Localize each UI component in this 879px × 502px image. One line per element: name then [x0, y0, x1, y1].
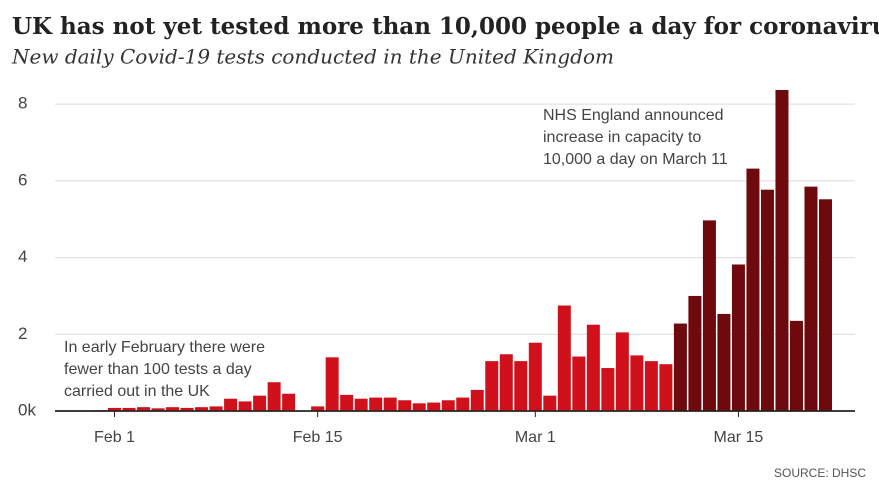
bar: [311, 406, 325, 411]
x-tick-label: Mar 1: [515, 429, 556, 446]
bar: [557, 305, 571, 411]
annotation-bg: [541, 151, 730, 169]
bar: [673, 323, 687, 411]
bar: [601, 368, 615, 411]
annotation: carried out in the UK: [64, 383, 210, 400]
bar: [180, 407, 194, 411]
bar: [775, 89, 789, 411]
bar: [499, 354, 513, 411]
bar: [340, 394, 354, 411]
bar: [108, 407, 122, 411]
y-tick-label: 0k: [18, 400, 36, 419]
bar: [717, 313, 731, 411]
bar: [528, 342, 542, 411]
bar: [441, 400, 455, 411]
bar: [122, 407, 136, 411]
bar: [325, 357, 339, 411]
bar: [369, 397, 383, 411]
bar: [282, 393, 296, 411]
bar: [543, 395, 557, 411]
bar: [760, 189, 774, 411]
y-tick-label: 2: [18, 324, 27, 343]
bar: [267, 382, 281, 411]
y-tick-label: 4: [18, 247, 27, 266]
bar: [804, 186, 818, 411]
bar: [195, 407, 209, 411]
annotation: 10,000 a day on March 11: [543, 151, 728, 168]
x-tick-label: Feb 15: [293, 429, 343, 446]
y-tick-label: 6: [18, 170, 27, 189]
bar: [731, 264, 745, 411]
bar: [659, 364, 673, 411]
bar: [253, 395, 267, 411]
bar: [514, 361, 528, 411]
bar: [427, 402, 441, 411]
bar: [151, 408, 165, 411]
bar: [456, 397, 470, 411]
annotation-bg: [541, 129, 704, 147]
bar: [688, 295, 702, 411]
bar: [586, 324, 600, 411]
bar: [398, 400, 412, 411]
annotation-bg: [541, 107, 726, 125]
bar: [615, 332, 629, 411]
bar: [209, 406, 223, 411]
bar: [137, 407, 151, 411]
bar: [166, 407, 180, 411]
annotation-bg: [62, 339, 268, 357]
chart-subtitle: New daily Covid-19 tests conducted in th…: [11, 45, 614, 69]
bar: [630, 355, 644, 411]
annotation: NHS England announced: [543, 107, 724, 124]
source: SOURCE: DHSC: [774, 466, 866, 480]
bar: [412, 403, 426, 411]
bar: [789, 320, 803, 411]
bar: [485, 361, 499, 411]
bar: [644, 361, 658, 411]
x-tick-label: Mar 15: [714, 429, 764, 446]
annotation: In early February there were: [64, 339, 265, 356]
annotation: fewer than 100 tests a day: [64, 361, 252, 378]
bar: [572, 356, 586, 411]
x-tick-label: Feb 1: [94, 429, 135, 446]
annotation: increase in capacity to: [543, 129, 701, 146]
bar: [238, 401, 252, 411]
annotation-bg: [62, 383, 213, 401]
annotation-bg: [62, 361, 254, 379]
bar: [224, 398, 238, 411]
bar: [819, 199, 832, 411]
bar: [470, 389, 484, 411]
bar: [354, 398, 368, 411]
y-tick-label: 8: [18, 94, 27, 113]
bar: [702, 220, 716, 411]
bar: [383, 397, 397, 411]
chart-title: UK has not yet tested more than 10,000 p…: [12, 13, 879, 40]
bar: [746, 168, 760, 411]
